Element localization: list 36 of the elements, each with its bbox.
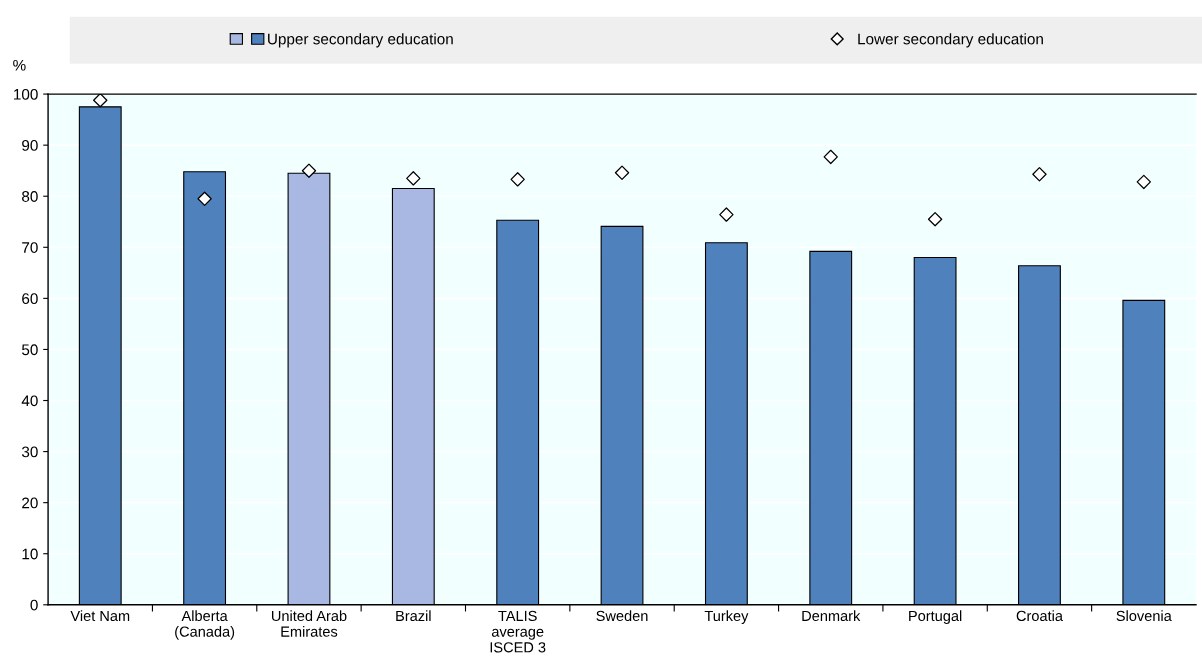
point [93, 94, 108, 108]
legend-label: Lower secondary education [858, 33, 1043, 48]
x-tick-label: Alberta (Canada) [175, 610, 235, 640]
point [719, 207, 734, 222]
y-tick-label: 10 [22, 548, 38, 560]
x-tick-label: Portugal [909, 610, 962, 624]
point [614, 165, 630, 180]
y-tick-label: 60 [22, 293, 38, 305]
point [823, 149, 838, 165]
x-tick-label: Sweden [596, 610, 648, 622]
legend-label: Upper secondary education [268, 33, 453, 48]
y-tick-label: 90 [22, 140, 38, 151]
x-tick-label: United Arab Emirates [271, 610, 347, 637]
point [301, 163, 317, 178]
y-tick-label: 20 [22, 497, 38, 509]
x-tick-label: Denmark [802, 610, 861, 622]
y-tick-label: 30 [21, 446, 38, 458]
x-tick-label: TALIS average ISCED 3 [490, 610, 546, 653]
y-tick-label: 70 [22, 242, 38, 253]
y-tick-label: 50 [21, 344, 38, 356]
point [927, 211, 943, 227]
y-tick-label: 0 [30, 599, 38, 611]
point [1032, 167, 1047, 182]
y-tick-label: 100 [14, 88, 38, 100]
point [406, 171, 421, 186]
x-tick-label: Brazil [396, 610, 431, 622]
x-tick-label: Turkey [704, 610, 749, 624]
y-tick-label: 40 [21, 395, 38, 407]
y-tick-label: 80 [22, 191, 38, 202]
y-axis-title: % [13, 59, 26, 71]
x-tick-label: Croatia [1016, 610, 1063, 622]
point [197, 191, 212, 206]
point [1136, 174, 1152, 190]
x-tick-label: Slovenia [1116, 610, 1172, 622]
point [510, 172, 525, 187]
x-tick-label: Viet Nam [70, 610, 130, 622]
